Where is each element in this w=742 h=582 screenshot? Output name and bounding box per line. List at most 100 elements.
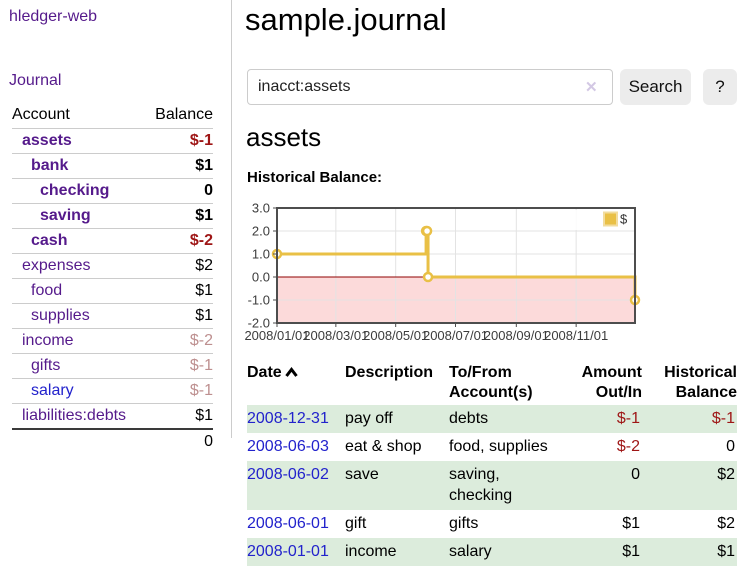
transactions-table: Date Description To/From Account(s) Amou… — [247, 361, 737, 566]
transaction-balance: $-1 — [642, 405, 737, 433]
balance-column-header-tx: Historical Balance — [664, 364, 737, 401]
account-balance: $-1 — [140, 378, 213, 404]
transaction-balance: $2 — [717, 515, 735, 532]
account-heading: assets — [246, 122, 322, 152]
account-balance: $1 — [140, 303, 213, 329]
svg-text:2008/05/01: 2008/05/01 — [363, 328, 428, 343]
transaction-amount: $1 — [622, 515, 640, 532]
account-link[interactable]: salary — [31, 382, 74, 399]
account-link[interactable]: checking — [40, 182, 110, 199]
account-row: gifts $-1 — [12, 353, 213, 379]
transaction-balance: $2 — [642, 461, 737, 510]
transaction-accounts: gifts — [449, 515, 479, 532]
transaction-balance: $1 — [642, 538, 737, 566]
historical-balance-chart: 3.0 2.0 1.0 0.0 -1.0 -2.02008/01/012008/03/01… — [244, 201, 641, 343]
svg-text:2008/07/01: 2008/07/01 — [423, 328, 488, 343]
account-balance: $-1 — [140, 128, 213, 154]
transaction-date-link[interactable]: 2008-06-02 — [247, 466, 329, 483]
clear-search-icon[interactable]: ✕ — [585, 79, 598, 96]
transaction-row: 2008-06-02 save saving, checking 0 $2 — [247, 461, 737, 510]
accounts-total-row: 0 — [12, 428, 213, 454]
account-link[interactable]: expenses — [22, 257, 91, 274]
account-link[interactable]: liabilities:debts — [22, 407, 127, 424]
account-column-header: Account — [12, 104, 140, 129]
svg-text:2008/01/01: 2008/01/01 — [244, 328, 309, 343]
account-row: supplies $1 — [12, 303, 213, 329]
sidebar-item-journal[interactable]: Journal — [9, 72, 62, 89]
transaction-description: income — [345, 538, 449, 566]
account-link[interactable]: food — [31, 282, 63, 299]
transaction-amount: 0 — [561, 461, 642, 510]
transaction-date-link[interactable]: 2008-06-03 — [247, 438, 329, 455]
transaction-description: eat & shop — [345, 438, 422, 455]
transaction-amount: $1 — [561, 538, 642, 566]
account-link[interactable]: saving — [40, 207, 91, 224]
transaction-date-link[interactable]: 2008-06-01 — [247, 515, 329, 532]
accounts-total-value: 0 — [140, 428, 213, 454]
svg-text:2008/03/01: 2008/03/01 — [303, 328, 368, 343]
account-row: liabilities:debts $1 — [12, 403, 213, 430]
account-link[interactable]: gifts — [31, 357, 61, 374]
svg-text:0.0: 0.0 — [252, 270, 270, 285]
transactions-header-row: Date Description To/From Account(s) Amou… — [247, 361, 737, 405]
account-balance: $1 — [140, 203, 213, 229]
search-input[interactable] — [247, 69, 613, 105]
accounts-header-row: Account Balance — [12, 104, 213, 129]
help-button[interactable]: ? — [703, 69, 737, 105]
transaction-accounts: salary — [449, 538, 561, 566]
transaction-row: 2008-06-01 gift gifts $1 $2 — [247, 510, 737, 538]
transaction-date-link[interactable]: 2008-12-31 — [247, 410, 329, 427]
accounts-table: Account Balance assets $-1 bank $1 checking 0… — [12, 104, 213, 454]
transaction-description: save — [345, 461, 449, 510]
page-title: sample.journal — [245, 2, 447, 37]
amount-column-header: Amount Out/In — [581, 364, 642, 401]
transaction-amount: $-1 — [561, 405, 642, 433]
svg-text:2008/11/01: 2008/11/01 — [544, 328, 608, 343]
svg-text:2.0: 2.0 — [252, 224, 270, 239]
account-balance: $1 — [140, 153, 213, 179]
sort-caret-up-icon — [284, 364, 298, 384]
svg-text:$: $ — [620, 212, 628, 227]
transaction-accounts: food, supplies — [449, 438, 548, 455]
account-row: saving $1 — [12, 203, 213, 229]
transaction-description: gift — [345, 515, 367, 532]
account-balance: $2 — [140, 253, 213, 279]
account-balance: $1 — [140, 403, 213, 430]
chart-title: Historical Balance: — [247, 169, 383, 186]
account-row: cash $-2 — [12, 228, 213, 254]
description-column-header: Description — [345, 364, 434, 381]
svg-text:-1.0: -1.0 — [248, 293, 270, 308]
account-balance: $-2 — [140, 328, 213, 354]
account-row: expenses $2 — [12, 253, 213, 279]
account-link[interactable]: income — [22, 332, 74, 349]
transaction-row: 2008-12-31 pay off debts $-1 $-1 — [247, 405, 737, 433]
account-row: salary $-1 — [12, 378, 213, 404]
account-row: food $1 — [12, 278, 213, 304]
account-link[interactable]: assets — [22, 132, 72, 149]
account-row: assets $-1 — [12, 128, 213, 154]
account-link[interactable]: bank — [31, 157, 69, 174]
balance-column-header: Balance — [140, 104, 213, 129]
account-link[interactable]: supplies — [31, 307, 90, 324]
search-button[interactable]: Search — [620, 69, 691, 105]
transaction-balance: 0 — [726, 438, 735, 455]
svg-text:-2.0: -2.0 — [248, 316, 270, 331]
date-column-header[interactable]: Date — [247, 361, 345, 405]
account-balance: 0 — [140, 178, 213, 204]
app-title-link[interactable]: hledger-web — [9, 8, 98, 25]
svg-text:3.0: 3.0 — [252, 201, 270, 216]
sidebar: hledger-web Journal Account Balance asse… — [0, 0, 232, 454]
transaction-accounts: saving, checking — [449, 461, 561, 510]
transaction-row: 2008-01-01 income salary $1 $1 — [247, 538, 737, 566]
account-balance: $-2 — [140, 228, 213, 254]
accounts-column-header: To/From Account(s) — [449, 364, 533, 401]
account-balance: $-1 — [140, 353, 213, 379]
transaction-date-link[interactable]: 2008-01-01 — [247, 543, 329, 560]
account-link[interactable]: cash — [31, 232, 68, 249]
account-row: bank $1 — [12, 153, 213, 179]
transaction-row: 2008-06-03 eat & shop food, supplies $-2 0 — [247, 433, 737, 461]
svg-text:2008/09/01: 2008/09/01 — [484, 328, 549, 343]
svg-text:1.0: 1.0 — [252, 247, 270, 262]
transaction-accounts: debts — [449, 405, 561, 433]
